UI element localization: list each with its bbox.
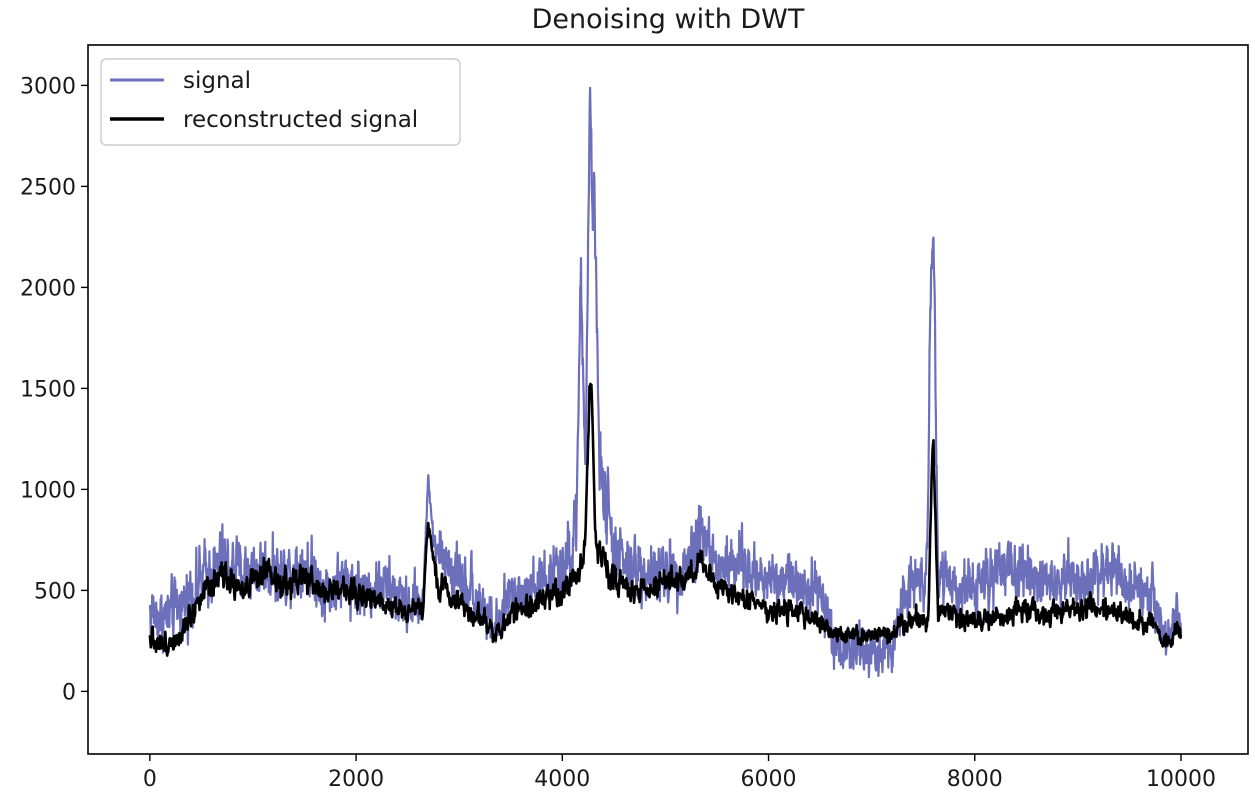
x-axis: 0 2000 4000 6000 8000 10000 [143, 754, 1216, 792]
legend-label-signal: signal [183, 68, 251, 94]
x-tick-label: 10000 [1146, 767, 1216, 792]
plot-frame [87, 44, 1249, 755]
y-tick-label: 1500 [20, 377, 76, 402]
series-layer [148, 86, 1183, 679]
y-tick-label: 500 [34, 579, 76, 604]
y-tick-label: 2000 [20, 276, 76, 301]
y-tick-label: 3000 [20, 74, 76, 99]
y-tick-label: 2500 [20, 175, 76, 200]
x-tick-label: 6000 [741, 767, 797, 792]
series-line-reconstructed [148, 382, 1183, 657]
legend: signal reconstructed signal [100, 58, 461, 146]
chart-title: Denoising with DWT [532, 4, 805, 35]
legend-box [100, 58, 461, 146]
y-tick-label: 1000 [20, 478, 76, 503]
x-tick-label: 4000 [534, 767, 590, 792]
x-tick-label: 0 [143, 767, 157, 792]
x-tick-label: 2000 [328, 767, 384, 792]
y-axis: 0 500 1000 1500 2000 2500 3000 [20, 74, 88, 705]
x-tick-label: 8000 [947, 767, 1003, 792]
legend-label-reconstructed: reconstructed signal [183, 107, 418, 133]
y-tick-label: 0 [62, 680, 76, 705]
